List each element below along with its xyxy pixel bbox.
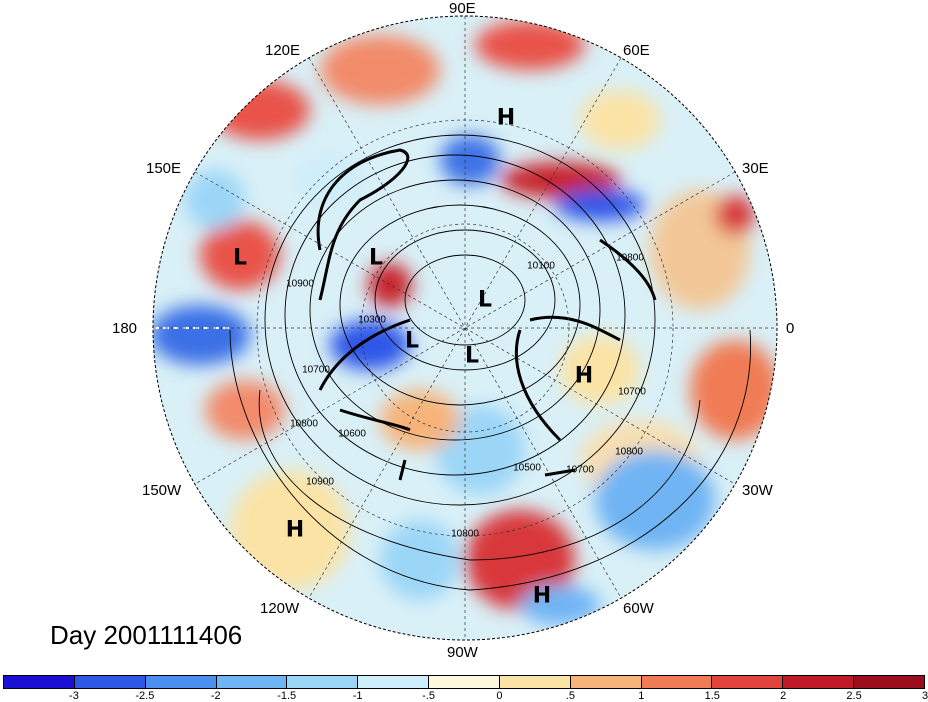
colorbar-segment [216,676,288,688]
lon-label-90w: 90W [447,644,478,661]
contour-label: 10900 [306,476,334,488]
colorbar-segment [74,676,146,688]
colorbar-tick-label: -3 [69,690,79,702]
lon-label-120w: 120W [260,600,300,617]
lon-label-150e: 150E [146,160,182,177]
colorbar-segment [570,676,642,688]
colorbar-segment [641,676,713,688]
colorbar-tick-label: 1 [638,690,645,702]
contour-label: 10800 [290,418,318,430]
colorbar-tick-label: -2 [210,690,221,702]
low-pressure-label: L [477,287,493,313]
colorbar-tick-label: -2.5 [135,690,155,702]
colorbar-segment [712,676,784,688]
colorbar-tick-label: -.5 [422,690,435,702]
low-pressure-label: L [464,343,480,369]
contour-label: 10100 [527,260,555,272]
colorbar-segment [854,676,924,688]
high-pressure-label: H [532,583,552,609]
high-pressure-label: H [496,105,516,131]
contour-label: 10900 [286,278,314,290]
lon-label-30e: 30E [742,160,769,177]
colorbar-tick-label: -1.5 [277,690,297,702]
contour-label: 10800 [616,252,644,264]
map-title: Day 2001111406 [50,620,243,650]
colorbar-tick-label: 2 [780,690,787,702]
high-pressure-label: H [574,363,594,389]
lon-label-0: 0 [786,320,795,337]
colorbar-segment [499,676,571,688]
lon-label-150w: 150W [142,482,182,499]
lon-label-90e: 90E [449,0,476,17]
low-pressure-label: L [232,245,248,271]
lon-label-60e: 60E [623,42,650,59]
graticule [153,16,777,640]
lon-label-120e: 120E [265,42,301,59]
colorbar-tick-label: .5 [565,690,575,702]
colorbar-segment [783,676,855,688]
lon-label-30w: 30W [742,482,773,499]
low-pressure-label: L [404,328,420,354]
lon-label-60w: 60W [623,600,654,617]
contour-label: 10700 [566,464,594,476]
contour-label: 10700 [618,386,646,398]
lon-label-180: 180 [112,320,138,337]
colorbar-segment [287,676,359,688]
colorbar [3,675,925,689]
jet-contours [316,148,657,481]
colorbar-segment [145,676,217,688]
contour-label: 10700 [302,364,330,376]
colorbar-segment [358,676,430,688]
contour-label: 10500 [513,462,541,474]
colorbar-segment [4,676,75,688]
colorbar-tick-label: 0 [496,690,503,702]
colorbar-segment [429,676,500,688]
colorbar-tick-label: 1.5 [704,690,720,702]
map-border [152,15,778,641]
contour-label: 10800 [451,528,479,540]
low-pressure-label: L [368,245,384,271]
colorbar-tick-label: 3 [921,690,928,702]
colorbar-tick-label: -1 [352,690,363,702]
contour-label: 10800 [615,446,643,458]
colorbar-tick-label: 2.5 [846,690,862,702]
contour-label: 10300 [358,314,386,326]
contour-label: 10600 [338,428,366,440]
high-pressure-label: H [285,517,305,543]
